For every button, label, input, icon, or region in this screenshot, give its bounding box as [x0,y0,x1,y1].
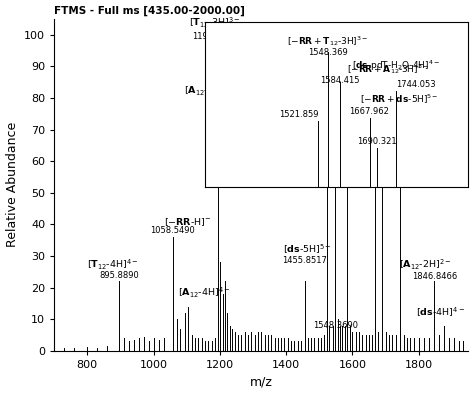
Y-axis label: Relative Abundance: Relative Abundance [6,122,18,247]
Text: $[\mathbf{T}_{12}$-4H$]^{4-}$: $[\mathbf{T}_{12}$-4H$]^{4-}$ [87,258,139,272]
Text: $[\mathbf{ds}$-5H$]^{5-}$: $[\mathbf{ds}$-5H$]^{5-}$ [283,243,331,256]
Text: $[\mathbf{A}_{12}$-2H$]^{2-}$: $[\mathbf{A}_{12}$-2H$]^{2-}$ [399,258,452,272]
Text: $[-\mathbf{RR}$-H$]^{-}$: $[-\mathbf{RR}$-H$]^{-}$ [164,216,211,228]
Text: 1846.8466: 1846.8466 [411,272,457,281]
Text: $[\mathbf{A}_{12}$-3H$]^{3-}$: $[\mathbf{A}_{12}$-3H$]^{3-}$ [184,84,237,107]
X-axis label: m/z: m/z [250,375,273,388]
Text: 1058.5490: 1058.5490 [151,227,195,236]
Text: FTMS - Full ms [435.00-2000.00]: FTMS - Full ms [435.00-2000.00] [54,5,245,15]
Text: $[\mathbf{A}_{12}$-4H$]^{4-}$: $[\mathbf{A}_{12}$-4H$]^{4-}$ [178,286,231,300]
Text: $[\mathbf{T}_{12}$-3H$]^{3-}$: $[\mathbf{T}_{12}$-3H$]^{3-}$ [189,16,241,30]
Text: 1548.3690: 1548.3690 [313,322,358,330]
Text: $[\mathbf{ds}$-4H$]^{4-}$: $[\mathbf{ds}$-4H$]^{4-}$ [416,306,465,319]
Text: 895.8890: 895.8890 [99,271,139,280]
Text: 1455.8517: 1455.8517 [282,256,327,266]
Text: 1194.8534: 1194.8534 [192,32,237,41]
